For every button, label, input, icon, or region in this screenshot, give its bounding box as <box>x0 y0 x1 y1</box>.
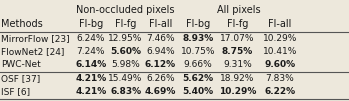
Text: 6.22%: 6.22% <box>264 87 296 96</box>
Text: 5.60%: 5.60% <box>110 47 141 56</box>
Text: 7.83%: 7.83% <box>266 74 294 83</box>
Text: 6.24%: 6.24% <box>76 34 105 43</box>
Text: All pixels: All pixels <box>217 5 261 15</box>
Text: 4.21%: 4.21% <box>75 87 106 96</box>
Text: 6.83%: 6.83% <box>110 87 141 96</box>
Text: Fl-all: Fl-all <box>149 19 172 29</box>
Text: MirrorFlow [23]: MirrorFlow [23] <box>1 34 69 43</box>
Text: 10.75%: 10.75% <box>181 47 215 56</box>
Text: Fl-fg: Fl-fg <box>115 19 136 29</box>
Text: 6.12%: 6.12% <box>145 60 176 69</box>
Text: Fl-bg: Fl-bg <box>186 19 210 29</box>
Text: 10.41%: 10.41% <box>263 47 297 56</box>
Text: PWC-Net: PWC-Net <box>1 60 40 69</box>
Text: Fl-all: Fl-all <box>268 19 291 29</box>
Text: 7.24%: 7.24% <box>76 47 105 56</box>
Text: Non-occluded pixels: Non-occluded pixels <box>76 5 175 15</box>
Text: 7.46%: 7.46% <box>146 34 175 43</box>
Text: 8.93%: 8.93% <box>182 34 214 43</box>
Text: 10.29%: 10.29% <box>263 34 297 43</box>
Text: 8.75%: 8.75% <box>222 47 253 56</box>
Text: ISF [6]: ISF [6] <box>1 87 30 96</box>
Text: 5.40%: 5.40% <box>182 87 214 96</box>
Text: 18.92%: 18.92% <box>220 74 254 83</box>
Text: 5.62%: 5.62% <box>182 74 214 83</box>
Text: 9.60%: 9.60% <box>264 60 296 69</box>
Text: OSF [37]: OSF [37] <box>1 74 40 83</box>
Text: 4.69%: 4.69% <box>145 87 176 96</box>
Text: FlowNet2 [24]: FlowNet2 [24] <box>1 47 64 56</box>
Text: Fl-fg: Fl-fg <box>227 19 248 29</box>
Text: Methods: Methods <box>1 19 43 29</box>
Text: 12.95%: 12.95% <box>109 34 143 43</box>
Text: 9.31%: 9.31% <box>223 60 252 69</box>
Text: 9.66%: 9.66% <box>184 60 212 69</box>
Text: 15.49%: 15.49% <box>109 74 143 83</box>
Text: 6.14%: 6.14% <box>75 60 106 69</box>
Text: 10.29%: 10.29% <box>218 87 256 96</box>
Text: 4.21%: 4.21% <box>75 74 106 83</box>
Text: 6.94%: 6.94% <box>146 47 175 56</box>
Text: 17.07%: 17.07% <box>220 34 254 43</box>
Text: 6.26%: 6.26% <box>146 74 175 83</box>
Text: Fl-bg: Fl-bg <box>79 19 103 29</box>
Text: 5.98%: 5.98% <box>111 60 140 69</box>
